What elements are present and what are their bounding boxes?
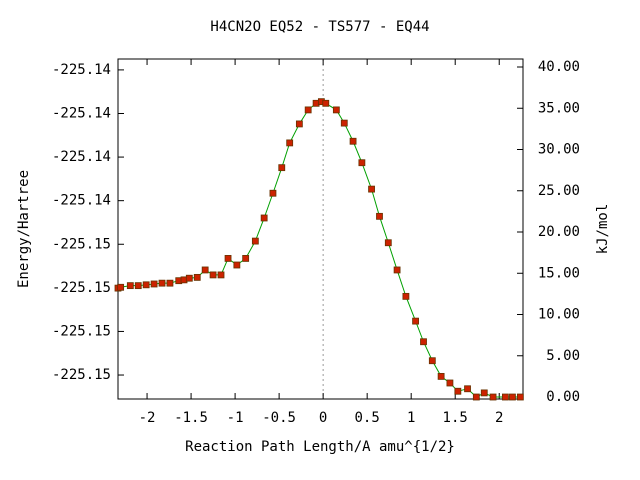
y2-tick-label: 15.00 [538,265,580,281]
x-tick-label: 1 [407,410,415,426]
data-point [224,255,232,262]
data-point [242,255,250,262]
data-point [384,239,392,247]
data-point [209,271,217,279]
data-point [126,282,134,290]
y2-axis-label: kJ/mol [595,204,611,255]
data-point [516,393,524,401]
data-point [332,106,340,114]
y2-tick-label: 35.00 [538,100,580,116]
data-point [158,279,166,287]
data-point [278,164,286,172]
y-tick-label: -225.14 [52,105,111,121]
series-line [117,101,521,398]
data-point [412,317,419,325]
y-tick-label: -225.15 [52,236,111,252]
data-point [402,292,410,300]
y2-tick-label: 40.00 [538,59,580,75]
data-point [286,139,294,147]
data-point [376,212,383,220]
x-tick-label: 0 [319,410,327,426]
x-tick-label: -1 [227,410,244,426]
data-point [269,189,277,197]
data-point [193,273,201,281]
data-point [428,357,436,365]
data-point [340,119,348,127]
y-axis-label: Energy/Hartree [16,170,32,288]
y-tick-label: -225.15 [52,367,111,383]
data-point [393,266,401,274]
data-point [349,137,357,145]
y-tick-label: -225.15 [52,280,111,296]
data-point [117,283,125,291]
chart-title: H4CN2O EQ52 - TS577 - EQ44 [210,19,429,35]
data-point [251,237,259,245]
x-tick-label: 0.5 [355,410,380,426]
data-point [166,279,174,287]
data-point [150,280,158,288]
x-tick-label: -1.5 [174,410,208,426]
data-point [489,393,497,401]
data-point [480,389,488,397]
data-point [217,271,225,279]
data-point [260,214,268,222]
y-tick-label: -225.15 [52,323,111,339]
data-point [233,261,241,269]
data-point [446,379,454,387]
y2-tick-label: 25.00 [538,183,580,199]
y-tick-label: -225.14 [52,62,111,78]
y2-tick-label: 5.00 [546,348,580,364]
y2-tick-label: 10.00 [538,307,580,323]
data-point [464,385,471,393]
x-axis-label: Reaction Path Length/A amu^{1/2} [185,439,455,455]
y2-tick-label: 20.00 [538,224,580,240]
data-point [501,393,509,401]
data-point [368,185,375,193]
y-tick-label: -225.14 [52,193,111,209]
plot-frame [117,58,524,400]
x-tick-label: 1.5 [443,410,468,426]
data-point [295,120,303,128]
data-point [454,387,462,395]
data-point [134,282,142,290]
data-point [304,106,312,114]
x-tick-label: -0.5 [262,410,296,426]
x-tick-label: -2 [139,410,156,426]
data-point [142,281,150,289]
data-point [420,338,427,346]
data-point [185,274,193,282]
data-point [358,159,366,167]
x-tick-label: 2 [495,410,503,426]
y-tick-label: -225.14 [52,149,111,165]
data-point [509,393,516,401]
data-point [201,266,209,274]
y2-tick-label: 0.00 [546,389,580,405]
data-point [322,99,330,107]
data-point [437,372,445,380]
data-point [472,393,480,401]
y2-tick-label: 30.00 [538,142,580,158]
